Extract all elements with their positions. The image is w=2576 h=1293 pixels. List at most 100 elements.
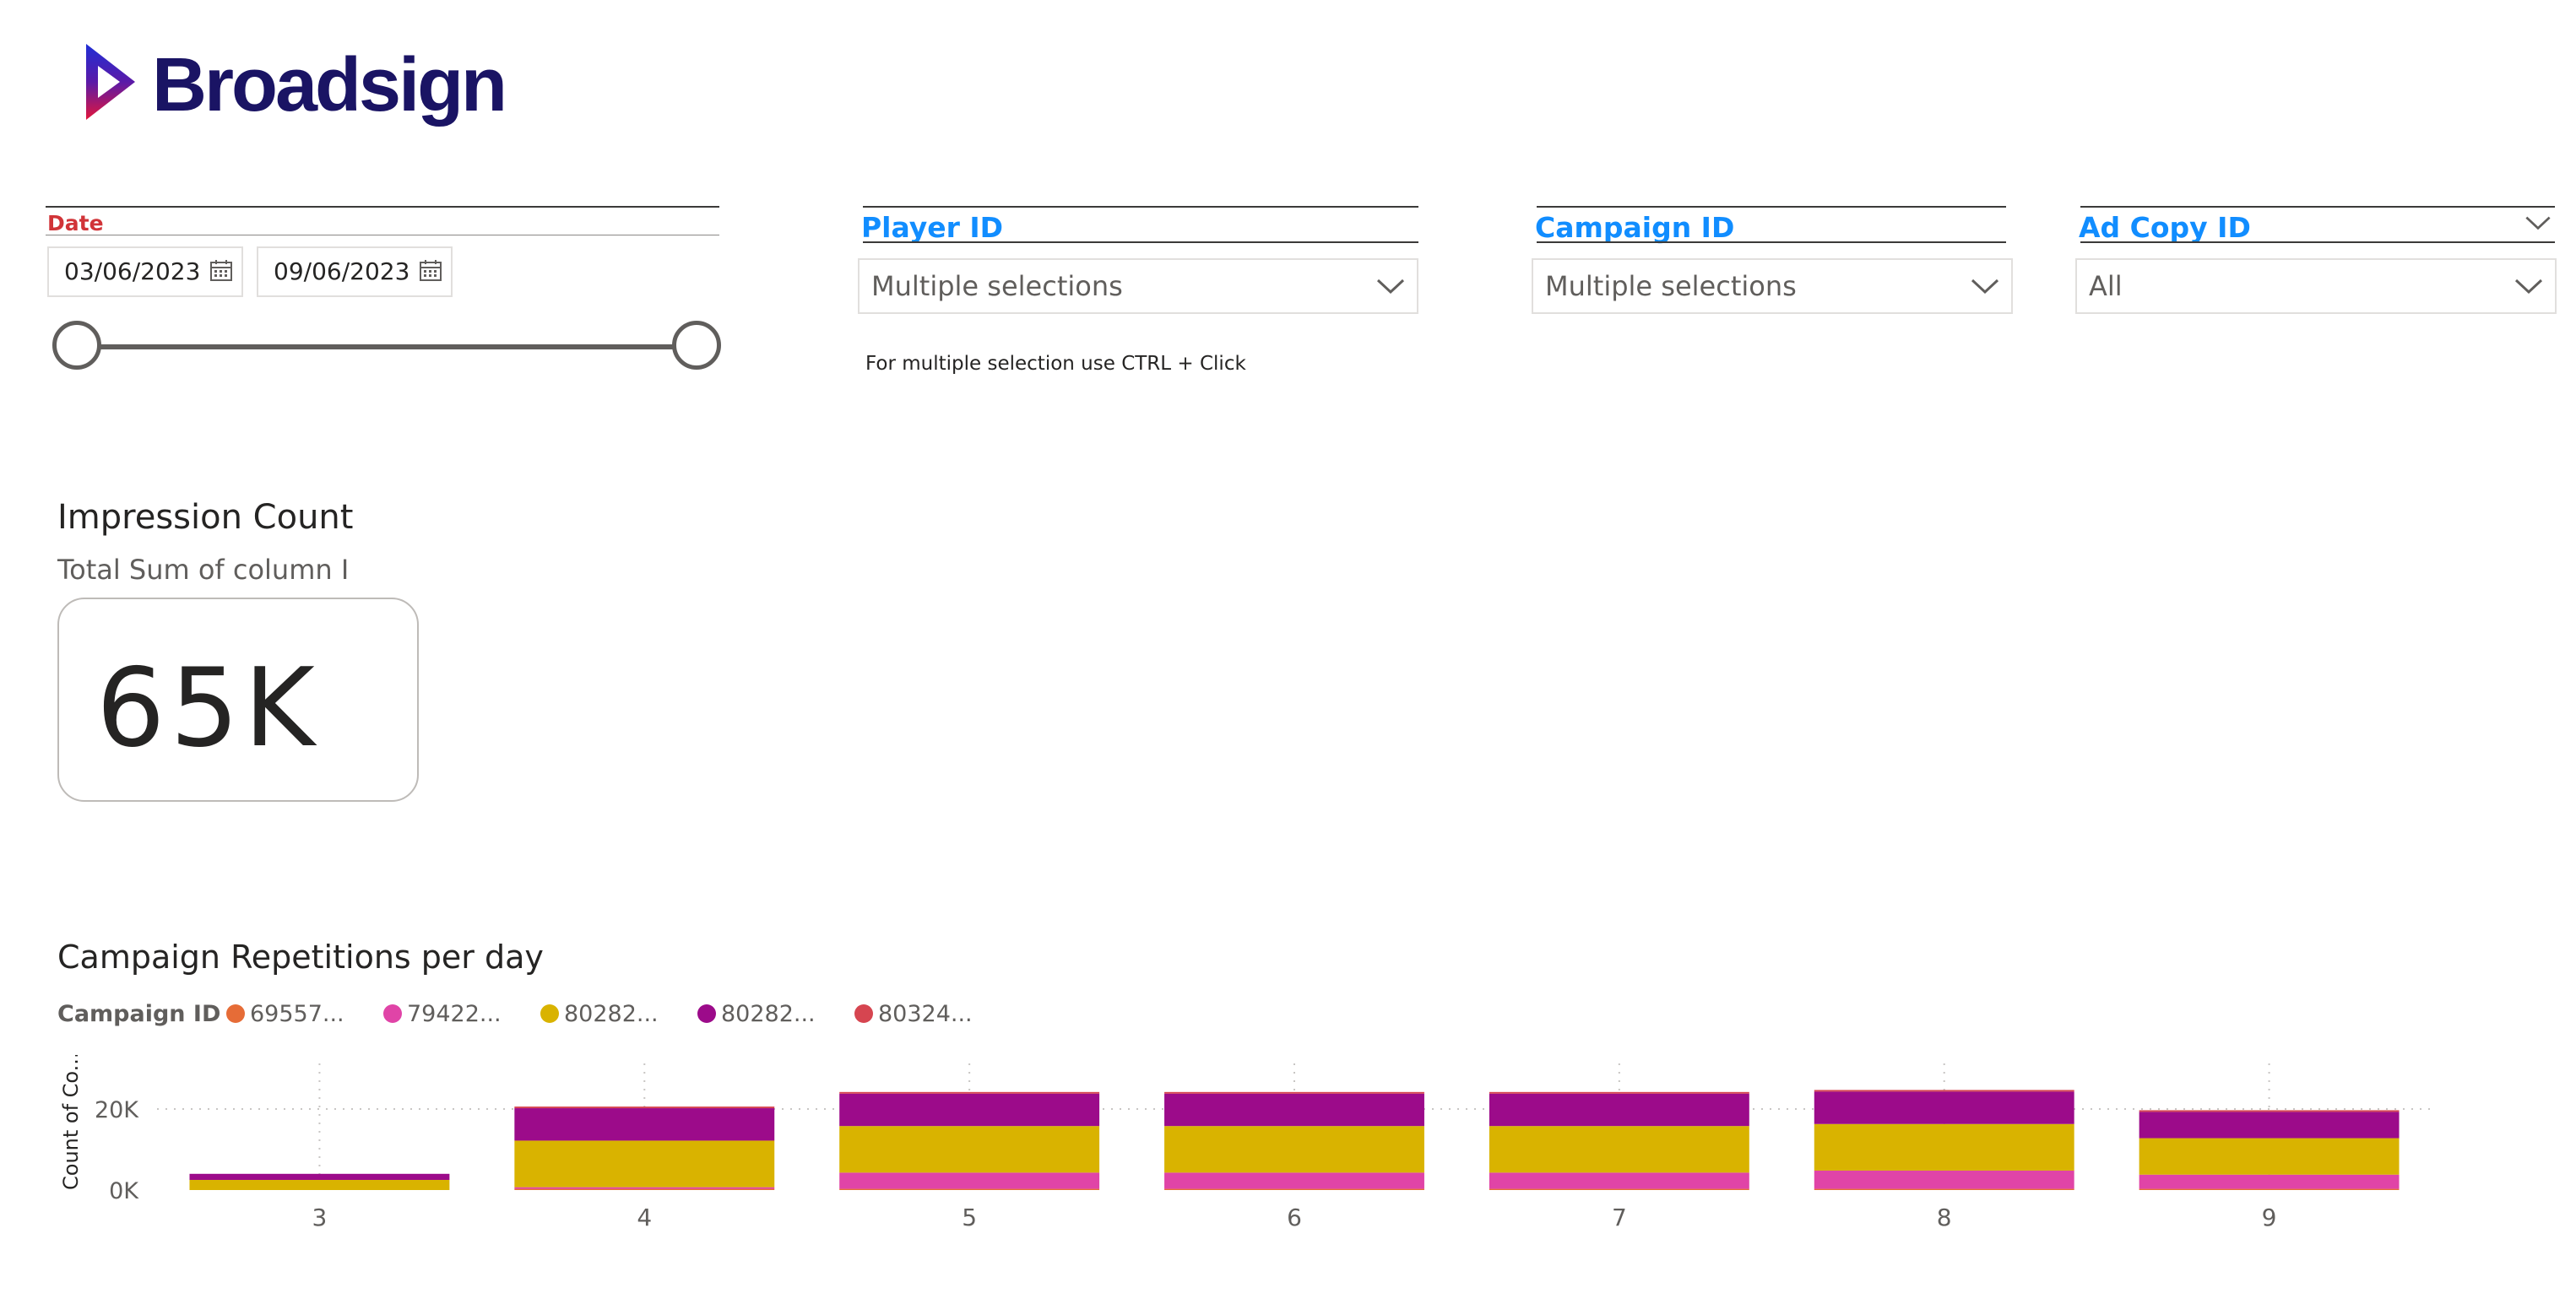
broadsign-logo: Broadsign	[83, 39, 507, 132]
bar-segment	[1814, 1188, 2074, 1190]
x-tick-label: 7	[1612, 1204, 1627, 1231]
date-range-end-handle[interactable]	[672, 321, 721, 370]
bar-segment	[1814, 1170, 2074, 1189]
impression-count-value: 65K	[96, 646, 320, 771]
bar-segment	[839, 1093, 1100, 1127]
bar-segment	[514, 1106, 775, 1109]
ad-copy-id-title: Ad Copy ID	[2079, 211, 2251, 244]
x-tick-label: 6	[1287, 1204, 1302, 1231]
bar-segment	[1489, 1188, 1749, 1190]
bar-segment	[514, 1187, 775, 1189]
legend-label: 80282...	[721, 1001, 816, 1027]
bar-segment	[1164, 1126, 1424, 1173]
x-tick-label: 4	[637, 1204, 652, 1231]
slicer-title-underline	[2080, 241, 2555, 243]
bar-segment	[2139, 1174, 2400, 1189]
bar-segment	[189, 1173, 450, 1180]
bar-segment	[1489, 1126, 1749, 1173]
brand-name: Broadsign	[152, 43, 507, 127]
slicer-top-line	[46, 206, 719, 208]
x-tick-label: 3	[312, 1204, 328, 1231]
card-subtitle: Total Sum of column I	[57, 554, 350, 586]
player-id-dropdown[interactable]: Multiple selections	[858, 258, 1418, 314]
x-tick-label: 8	[1937, 1204, 1952, 1231]
impression-count-card: 65K	[57, 598, 419, 802]
slicer-top-line	[2080, 206, 2555, 208]
date-range-start-handle[interactable]	[52, 321, 101, 370]
campaign-repetitions-chart: Count of Co... 0K 20K 3 4 5 6 7 8 9	[59, 1055, 2432, 1231]
card-title: Impression Count	[57, 498, 354, 537]
slicer-top-line	[863, 206, 1418, 208]
calendar-icon[interactable]	[419, 258, 442, 282]
player-id-slicer[interactable]: Player ID Multiple selections	[858, 206, 1418, 316]
bar-segment	[839, 1091, 1100, 1094]
date-range-slider-track[interactable]	[78, 344, 701, 349]
legend-item[interactable]: 80324...	[854, 1001, 973, 1027]
bar-segment	[1164, 1188, 1424, 1190]
x-tick-label: 5	[962, 1204, 977, 1231]
legend-item[interactable]: 80282...	[697, 1001, 816, 1027]
bar-segment	[1489, 1172, 1749, 1189]
x-tick-label: 9	[2262, 1204, 2277, 1231]
bar-segment	[1489, 1093, 1749, 1127]
play-logo-icon	[86, 44, 135, 120]
slicer-title-underline	[863, 241, 1418, 243]
date-slicer[interactable]: Date 03/06/2023 09/06/2023	[46, 206, 721, 383]
bar-segment	[1814, 1123, 2074, 1171]
legend-swatch	[540, 1004, 559, 1023]
legend-swatch	[226, 1004, 245, 1023]
legend-swatch	[697, 1004, 716, 1023]
legend-item[interactable]: 80282...	[540, 1001, 659, 1027]
bar-segment	[839, 1172, 1100, 1189]
campaign-id-title: Campaign ID	[1535, 211, 1735, 244]
start-date-value: 03/06/2023	[64, 257, 201, 285]
player-id-title: Player ID	[861, 211, 1004, 244]
end-date-value: 09/06/2023	[274, 257, 410, 285]
campaign-id-slicer[interactable]: Campaign ID Multiple selections	[1532, 206, 2013, 316]
bar-segment	[514, 1188, 775, 1190]
chevron-down-icon[interactable]	[1971, 277, 1999, 295]
bar-segment	[839, 1126, 1100, 1173]
multi-select-hint: For multiple selection use CTRL + Click	[865, 353, 1246, 375]
y-axis-label: Count of Co...	[59, 1055, 83, 1190]
bar-segment	[1489, 1091, 1749, 1094]
bar-segment	[1814, 1091, 2074, 1124]
y-tick-label: 20K	[95, 1097, 139, 1123]
ad-copy-id-value: All	[2089, 270, 2123, 302]
legend-item[interactable]: 79422...	[383, 1001, 502, 1027]
bar-segment	[2139, 1110, 2400, 1112]
campaign-id-dropdown[interactable]: Multiple selections	[1532, 258, 2013, 314]
chart-title: Campaign Repetitions per day	[57, 939, 544, 976]
bar-segment	[514, 1108, 775, 1141]
bar-segment	[2139, 1112, 2400, 1139]
legend-label: 69557...	[250, 1001, 344, 1027]
bar-segment	[2139, 1188, 2400, 1190]
date-slicer-title: Date	[47, 211, 104, 235]
campaign-id-value: Multiple selections	[1545, 270, 1797, 302]
slicer-top-line	[1537, 206, 2006, 208]
bar-segment	[1164, 1172, 1424, 1189]
legend-title: Campaign ID	[57, 1001, 221, 1027]
bar-segment	[839, 1188, 1100, 1190]
chevron-down-icon[interactable]	[1376, 277, 1405, 295]
bar-segment	[1164, 1091, 1424, 1094]
calendar-icon[interactable]	[209, 258, 233, 282]
end-date-input[interactable]: 09/06/2023	[257, 246, 453, 297]
ad-copy-id-slicer[interactable]: Ad Copy ID All	[2075, 206, 2557, 316]
bar-segment	[2139, 1138, 2400, 1175]
player-id-value: Multiple selections	[871, 270, 1123, 302]
ad-copy-id-dropdown[interactable]: All	[2075, 258, 2557, 314]
y-tick-label: 0K	[109, 1178, 139, 1204]
legend-swatch	[383, 1004, 402, 1023]
bar-segment	[189, 1180, 450, 1190]
chevron-down-icon[interactable]	[2524, 214, 2552, 231]
start-date-input[interactable]: 03/06/2023	[47, 246, 243, 297]
chevron-down-icon[interactable]	[2514, 277, 2543, 295]
bar-segment	[1164, 1093, 1424, 1127]
legend-swatch	[854, 1004, 873, 1023]
legend-item[interactable]: 69557...	[226, 1001, 344, 1027]
slicer-title-underline	[1537, 241, 2006, 243]
bar-segment	[514, 1140, 775, 1188]
legend-label: 80324...	[878, 1001, 973, 1027]
legend-label: 79422...	[407, 1001, 502, 1027]
